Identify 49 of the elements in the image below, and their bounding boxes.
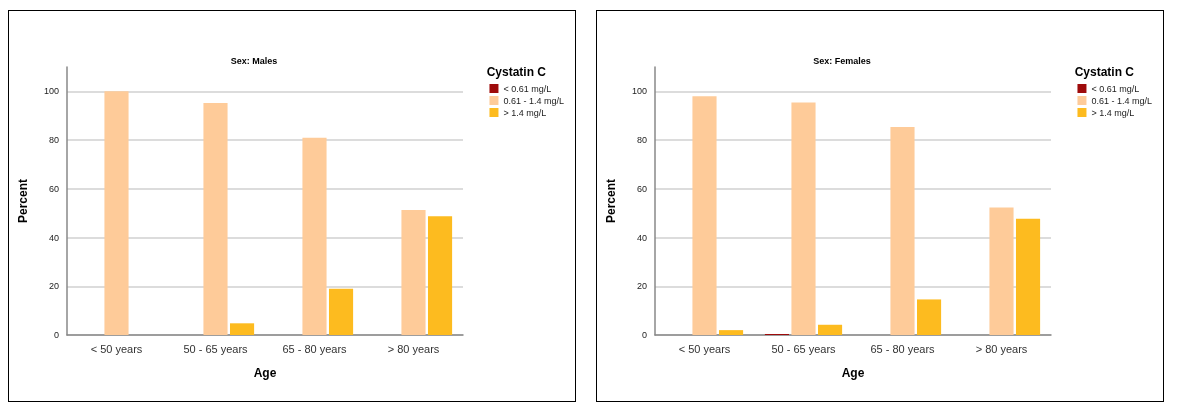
bar <box>718 330 744 335</box>
legend-label: > 1.4 mg/L <box>503 107 547 118</box>
y-tick-label: 60 <box>48 183 59 194</box>
x-axis-title: Age <box>841 366 865 380</box>
legend-label: < 0.61 mg/L <box>1091 83 1140 94</box>
x-tick-label: 50 - 65 years <box>771 342 837 355</box>
bar <box>229 323 255 335</box>
legend-label: < 0.61 mg/L <box>503 83 552 94</box>
bar <box>989 207 1014 335</box>
y-tick-label: 0 <box>641 330 647 340</box>
bar <box>791 102 816 335</box>
bar <box>817 324 843 335</box>
legend-title: Cystatin C <box>486 65 547 79</box>
bar <box>302 137 327 335</box>
x-tick-label: > 80 years <box>387 342 440 355</box>
x-tick-label: 50 - 65 years <box>183 342 249 355</box>
y-tick-label: 20 <box>636 281 647 292</box>
bar <box>328 288 354 335</box>
legend-label: 0.61 - 1.4 mg/L <box>503 95 565 106</box>
y-tick-label: 0 <box>53 330 59 340</box>
bar <box>890 126 915 335</box>
y-tick-label: 80 <box>636 135 647 146</box>
x-tick-label: 65 - 80 years <box>870 342 936 355</box>
x-tick-label: > 80 years <box>975 342 1028 355</box>
bar <box>916 299 942 335</box>
y-tick-label: 40 <box>636 232 647 243</box>
y-tick-label: 80 <box>48 135 59 146</box>
y-tick-label: 40 <box>48 232 59 243</box>
x-tick-label: < 50 years <box>90 342 143 355</box>
bar <box>104 91 129 335</box>
chart-title: Sex: Males <box>230 55 278 66</box>
bar <box>427 216 453 335</box>
legend-label: > 1.4 mg/L <box>1091 107 1135 118</box>
y-tick-label: 100 <box>631 86 647 97</box>
y-tick-label: 20 <box>48 281 59 292</box>
x-tick-label: < 50 years <box>678 342 731 355</box>
bar <box>401 210 426 335</box>
legend-label: 0.61 - 1.4 mg/L <box>1091 95 1153 106</box>
y-axis-title: Percent <box>604 178 618 224</box>
x-axis-title: Age <box>253 366 277 380</box>
chart-title: Sex: Females <box>813 55 871 66</box>
legend-title: Cystatin C <box>1074 65 1135 79</box>
bar <box>1015 218 1041 335</box>
y-tick-label: 100 <box>43 86 59 97</box>
x-tick-label: 65 - 80 years <box>282 342 348 355</box>
y-tick-label: 60 <box>636 183 647 194</box>
y-axis-title: Percent <box>16 178 30 224</box>
bar <box>692 96 717 335</box>
bar <box>203 103 228 335</box>
